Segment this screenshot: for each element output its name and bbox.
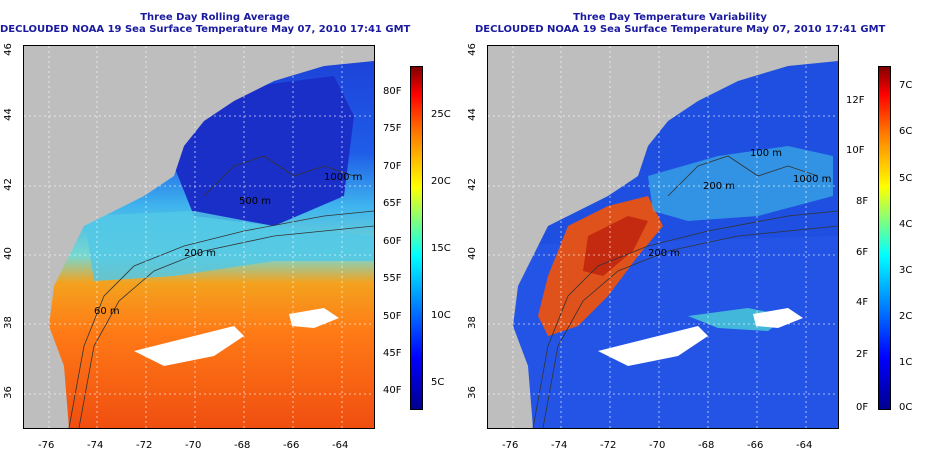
isobath-contour	[542, 225, 838, 428]
gulf-of-maine-region	[174, 76, 354, 226]
grid-lines	[488, 46, 838, 428]
right-colorbar	[878, 66, 891, 410]
contour-label: 100 m	[750, 148, 783, 159]
isobath-contour	[78, 225, 374, 428]
left-title: Three Day Rolling Average	[140, 12, 290, 23]
colorbar-c-label: 7C	[899, 80, 913, 91]
land-mass	[24, 46, 374, 428]
colorbar-c-label: 5C	[431, 377, 445, 388]
y-tick-label: 40	[466, 247, 478, 260]
colorbar-c-label: 0C	[899, 402, 913, 413]
x-tick-label: -72	[600, 440, 617, 451]
x-tick-label: -74	[551, 440, 568, 451]
right-map: 1000 m 100 m 200 m 200 m	[487, 45, 839, 429]
y-tick-label: 36	[466, 386, 478, 399]
colorbar-f-label: 65F	[383, 198, 402, 209]
colorbar-f-label: 4F	[856, 297, 869, 308]
y-tick-label: 36	[2, 386, 14, 399]
y-tick-label: 46	[466, 43, 478, 56]
contour-label: 60 m	[94, 306, 120, 317]
x-tick-label: -74	[87, 440, 104, 451]
colorbar-f-label: 70F	[383, 161, 402, 172]
x-tick-label: -64	[796, 440, 813, 451]
colorbar-c-label: 15C	[431, 243, 451, 254]
colorbar-c-label: 2C	[899, 311, 913, 322]
right-subtitle: DECLOUDED NOAA 19 Sea Surface Temperatur…	[475, 24, 886, 35]
y-tick-label: 38	[466, 316, 478, 329]
isobath-contour	[68, 210, 374, 428]
y-tick-label: 42	[2, 178, 14, 191]
y-tick-label: 38	[2, 316, 14, 329]
y-tick-label: 44	[2, 108, 14, 121]
y-tick-label: 44	[466, 108, 478, 121]
y-tick-label: 46	[2, 43, 14, 56]
colorbar-f-label: 0F	[856, 402, 869, 413]
x-tick-label: -72	[136, 440, 153, 451]
y-tick-label: 40	[2, 247, 14, 260]
no-data-area	[753, 308, 803, 328]
colorbar-f-label: 6F	[856, 247, 869, 258]
colorbar-f-label: 75F	[383, 123, 402, 134]
high-variability-core	[583, 216, 648, 276]
land-mass	[488, 46, 838, 428]
no-data-area	[134, 326, 244, 366]
colorbar-f-label: 12F	[846, 95, 865, 106]
x-tick-label: -70	[185, 440, 202, 451]
right-panel: Three Day Temperature Variability DECLOU…	[467, 0, 950, 475]
colorbar-f-label: 45F	[383, 348, 402, 359]
colorbar-c-label: 6C	[899, 126, 913, 137]
x-tick-label: -68	[698, 440, 715, 451]
contour-label: 1000 m	[324, 172, 363, 183]
x-tick-label: -76	[502, 440, 519, 451]
colorbar-f-label: 2F	[856, 349, 869, 360]
isobath-contour	[532, 210, 838, 428]
colorbar-c-label: 10C	[431, 310, 451, 321]
colorbar-c-label: 20C	[431, 176, 451, 187]
x-tick-label: -76	[38, 440, 55, 451]
left-panel: Three Day Rolling Average DECLOUDED NOAA…	[0, 12, 451, 451]
x-tick-label: -68	[234, 440, 251, 451]
colorbar-f-label: 60F	[383, 236, 402, 247]
no-data-area	[289, 308, 339, 328]
colorbar-f-label: 55F	[383, 273, 402, 284]
colorbar-f-label: 40F	[383, 385, 402, 396]
x-tick-label: -66	[747, 440, 764, 451]
colorbar-c-label: 4C	[899, 219, 913, 230]
y-tick-label: 42	[466, 178, 478, 191]
colorbar-f-label: 10F	[846, 145, 865, 156]
contour-label: 200 m	[703, 181, 736, 192]
contour-label: 1000 m	[793, 174, 832, 185]
isobath-contour	[203, 155, 355, 197]
colorbar-c-label: 25C	[431, 109, 451, 120]
x-tick-label: -66	[283, 440, 300, 451]
right-title: Three Day Temperature Variability	[573, 12, 767, 23]
left-colorbar	[410, 66, 423, 410]
contour-label: 200 m	[184, 248, 217, 259]
isobath-contour	[667, 155, 819, 197]
x-tick-label: -70	[649, 440, 666, 451]
contour-label: 200 m	[648, 248, 681, 259]
colorbar-c-label: 5C	[899, 173, 913, 184]
left-subtitle: DECLOUDED NOAA 19 Sea Surface Temperatur…	[0, 24, 411, 35]
colorbar-f-label: 8F	[856, 196, 869, 207]
colorbar-f-label: 80F	[383, 86, 402, 97]
no-data-area	[598, 326, 708, 366]
colorbar-f-label: 50F	[383, 311, 402, 322]
colorbar-c-label: 1C	[899, 357, 913, 368]
left-map: 1000 m 500 m 200 m 60 m	[23, 45, 375, 429]
shelf-variability	[648, 146, 833, 221]
x-tick-label: -64	[332, 440, 349, 451]
colorbar-c-label: 3C	[899, 265, 913, 276]
variability-field	[488, 236, 838, 428]
contour-label: 500 m	[239, 196, 272, 207]
grid-lines	[24, 46, 374, 428]
